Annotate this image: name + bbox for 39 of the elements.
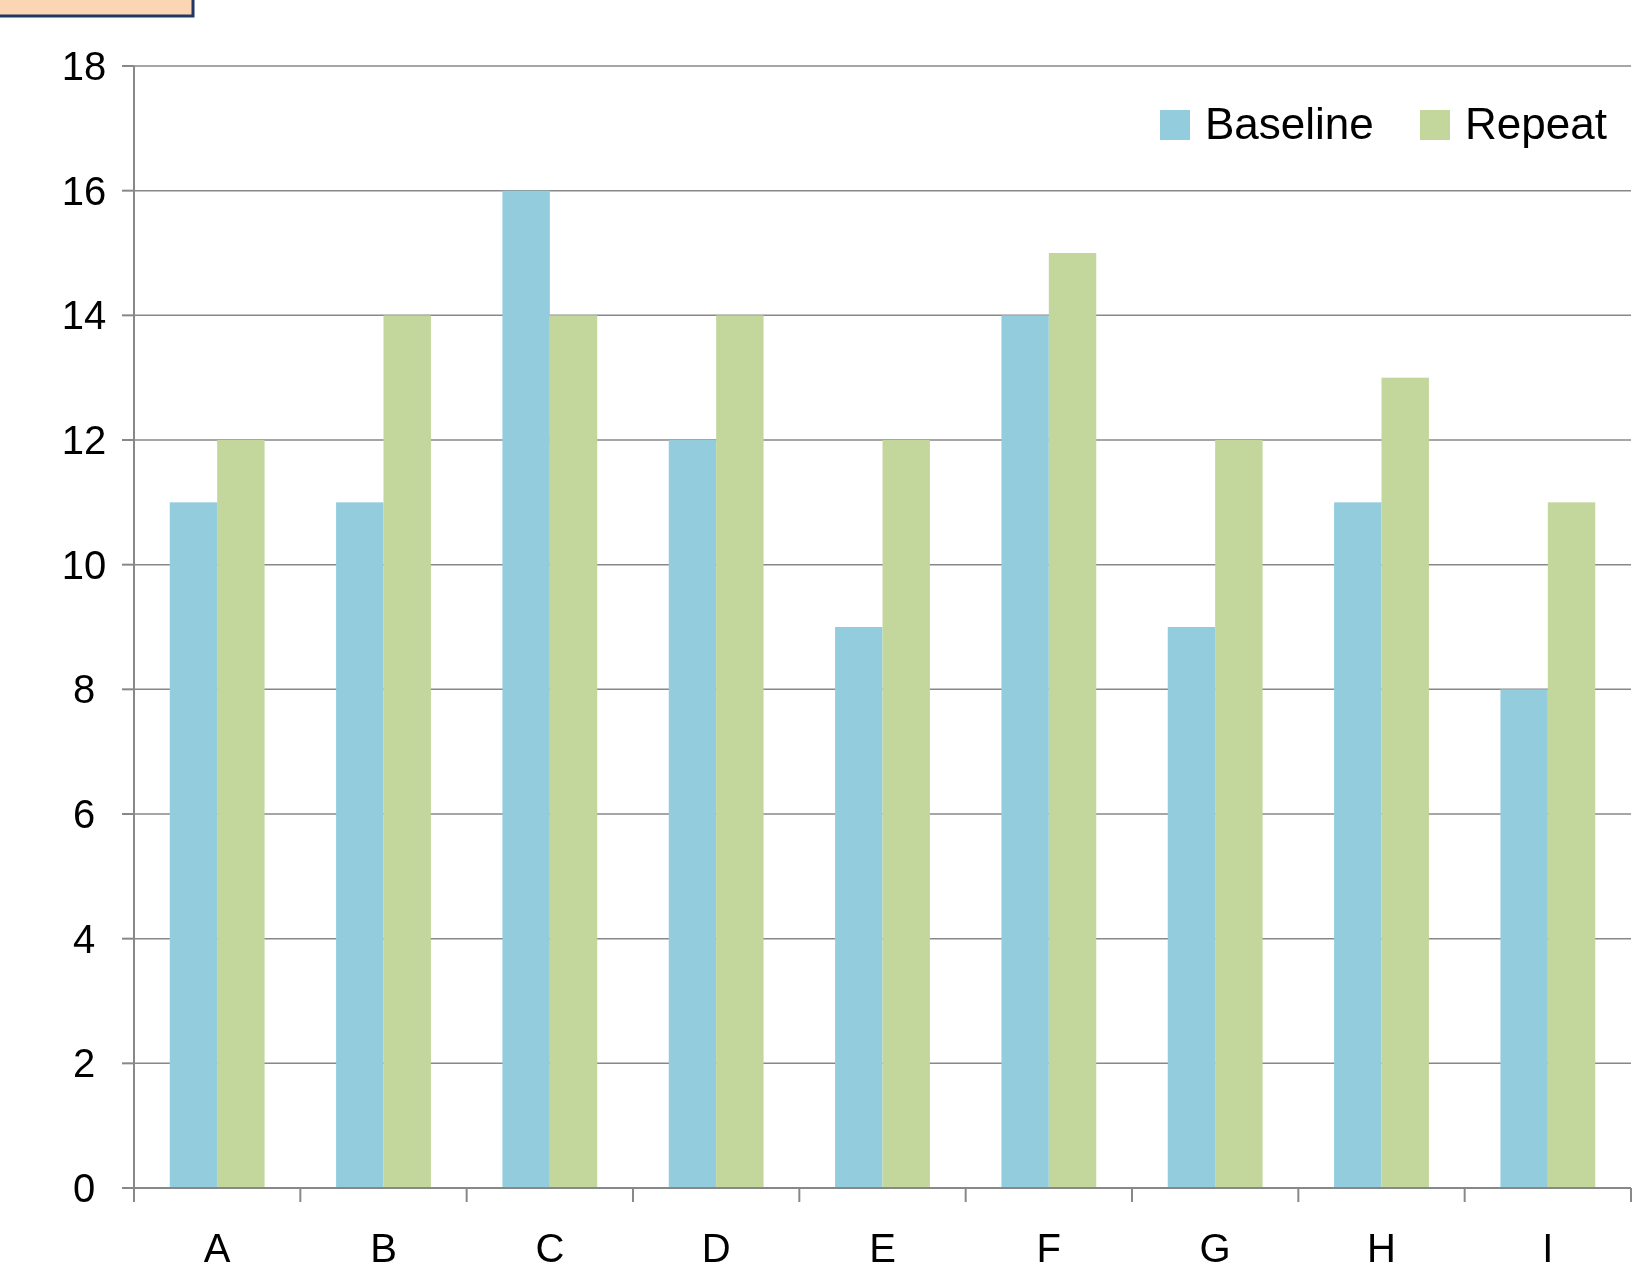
bar: [1167, 627, 1216, 1188]
y-tick-label: 6: [72, 792, 96, 836]
y-tick-label: 10: [61, 542, 107, 587]
x-tick-label: H: [1367, 1226, 1396, 1270]
bar: [336, 502, 384, 1188]
bar: [549, 315, 598, 1188]
y-tick-label: 8: [72, 667, 96, 712]
bar: [1001, 315, 1049, 1188]
bar: [668, 440, 717, 1188]
legend-label: Baseline: [1205, 99, 1374, 149]
bar: [1048, 253, 1097, 1188]
y-tick-label: 16: [61, 168, 107, 213]
bar: [882, 440, 930, 1188]
x-tick-label: I: [1542, 1226, 1554, 1270]
bar: [1334, 502, 1382, 1188]
bar: [716, 315, 764, 1188]
x-tick-label: G: [1199, 1226, 1231, 1270]
bar: [502, 190, 550, 1188]
x-tick-label: E: [869, 1226, 896, 1270]
bar: [835, 627, 883, 1188]
y-tick-label: 0: [72, 1166, 96, 1210]
bar: [383, 315, 431, 1188]
x-tick-label: F: [1036, 1226, 1062, 1270]
x-tick-label: C: [535, 1226, 565, 1270]
legend-label: Repeat: [1465, 99, 1607, 149]
y-tick-label: 4: [72, 916, 96, 961]
x-tick-label: D: [701, 1226, 731, 1270]
bar: [1215, 440, 1263, 1188]
bar: [1381, 377, 1429, 1188]
y-tick-label: 14: [61, 293, 107, 338]
x-tick-label: A: [203, 1226, 231, 1270]
y-tick-label: 12: [61, 418, 107, 462]
bar: [217, 440, 265, 1188]
bar: [169, 502, 218, 1188]
x-tick-label: B: [370, 1226, 397, 1270]
y-tick-label: 2: [72, 1041, 96, 1086]
bar: [1547, 502, 1596, 1188]
y-tick-label: 18: [61, 44, 107, 88]
bar: [1500, 689, 1548, 1188]
